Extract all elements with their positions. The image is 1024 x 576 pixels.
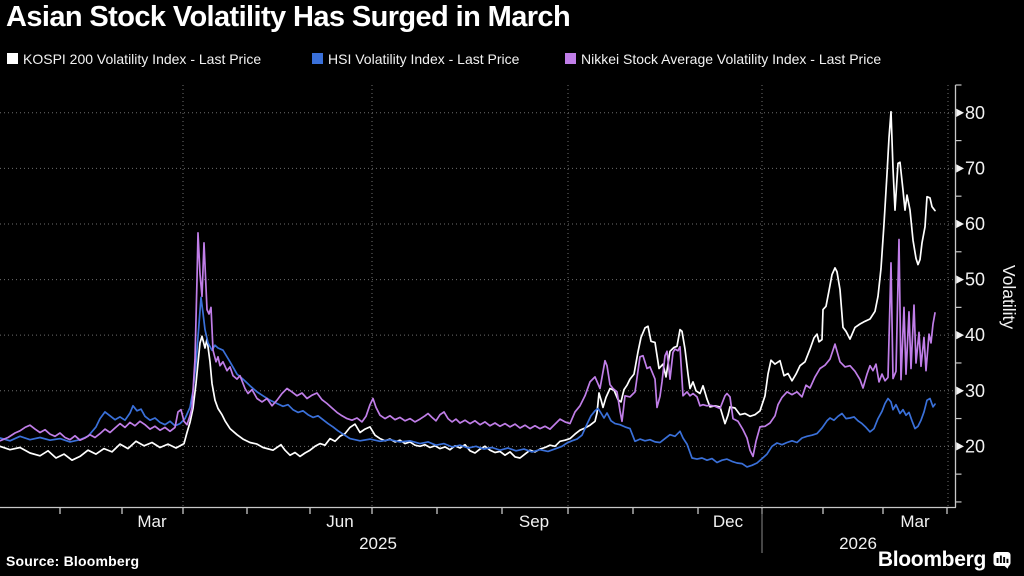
legend-item-kospi: KOSPI 200 Volatility Index - Last Price <box>7 50 262 67</box>
x-month-label: Sep <box>519 512 549 531</box>
y-tick-label: 20 <box>965 436 985 456</box>
chart-title: Asian Stock Volatility Has Surged in Mar… <box>6 1 571 33</box>
y-major-tick <box>956 164 964 173</box>
legend-swatch-kospi <box>7 53 18 64</box>
legend-swatch-hsi <box>312 53 323 64</box>
y-tick-label: 80 <box>965 103 985 123</box>
x-month-label: Dec <box>713 512 744 531</box>
bloomberg-wordmark: Bloomberg <box>877 548 986 571</box>
y-major-tick <box>956 330 964 340</box>
y-major-tick <box>956 275 964 284</box>
source-label: Source: Bloomberg <box>6 553 140 569</box>
y-tick-label: 50 <box>965 270 985 290</box>
y-tick-label: 40 <box>965 325 985 345</box>
y-major-tick <box>956 219 964 229</box>
x-month-label: Jun <box>326 512 353 531</box>
x-year-label: 2025 <box>359 534 397 553</box>
x-month-label: Mar <box>900 512 930 531</box>
legend-item-hsi: HSI Volatility Index - Last Price <box>312 50 520 67</box>
legend-swatch-nikkei <box>565 53 576 64</box>
y-major-tick <box>956 442 964 451</box>
x-year-label: 2026 <box>839 534 877 553</box>
bloomberg-terminal-icon <box>993 552 1011 569</box>
legend-label-nikkei: Nikkei Stock Average Volatility Index - … <box>581 50 882 67</box>
series-line-nikkei <box>0 232 936 458</box>
series-line-kospi <box>0 110 936 462</box>
y-tick-label: 60 <box>965 214 985 234</box>
y-major-tick <box>956 386 964 395</box>
y-major-tick <box>956 108 964 117</box>
legend-item-nikkei: Nikkei Stock Average Volatility Index - … <box>565 50 882 67</box>
y-tick-label: 70 <box>965 158 985 178</box>
bloomberg-logo: Bloomberg <box>878 548 1012 572</box>
y-axis-title: Volatility <box>999 265 1019 329</box>
series-line-hsi <box>0 296 936 468</box>
y-tick-label: 30 <box>965 381 985 401</box>
legend-label-hsi: HSI Volatility Index - Last Price <box>328 50 520 67</box>
x-month-label: Mar <box>137 512 167 531</box>
legend-label-kospi: KOSPI 200 Volatility Index - Last Price <box>23 50 262 67</box>
